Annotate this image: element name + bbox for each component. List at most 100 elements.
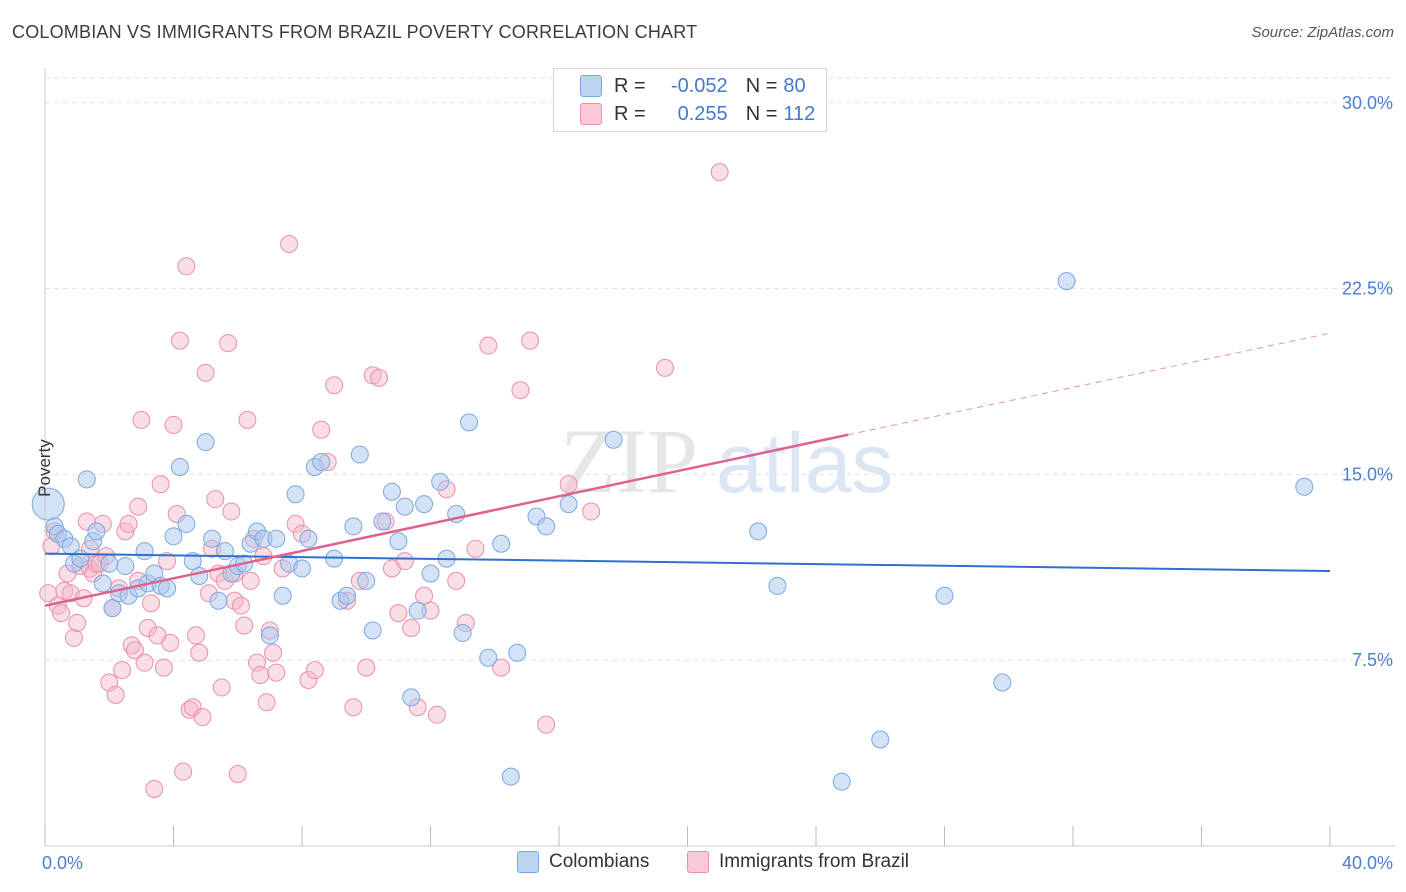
data-point-colombians <box>350 445 369 464</box>
data-point-colombians <box>100 554 119 573</box>
data-point-colombians <box>768 576 787 595</box>
data-point-brazil <box>119 514 138 533</box>
data-point-colombians <box>293 559 311 578</box>
data-point-brazil <box>251 666 270 685</box>
legend-r-value: -0.052 <box>670 74 728 97</box>
data-point-colombians <box>103 599 122 618</box>
data-point-brazil <box>312 420 331 439</box>
data-point-colombians <box>77 470 96 489</box>
legend-n-value: 80 <box>783 74 806 97</box>
data-point-brazil <box>129 497 148 516</box>
data-point-colombians <box>389 532 408 551</box>
data-point-colombians <box>273 586 292 605</box>
data-point-brazil <box>228 765 247 784</box>
data-point-brazil <box>183 698 202 717</box>
data-point-colombians <box>209 591 228 610</box>
data-point-brazil <box>196 363 215 382</box>
data-point-colombians <box>299 529 318 548</box>
data-point-brazil <box>511 381 530 400</box>
watermark-zip: ZIP <box>560 410 698 512</box>
data-point-colombians <box>421 564 440 583</box>
legend-swatch-pink <box>580 103 602 125</box>
bottom-legend-label: Immigrants from Brazil <box>719 851 910 872</box>
data-point-brazil <box>106 685 125 704</box>
legend-stats: R = -0.052 N = 80 R = 0.255 N = 112 <box>553 68 827 132</box>
data-point-colombians <box>508 643 527 662</box>
data-point-brazil <box>559 475 578 494</box>
axes <box>44 68 1395 847</box>
y-axis-label: Poverty <box>34 439 54 497</box>
data-point-brazil <box>154 658 173 677</box>
legend-row-brazil: R = 0.255 N = 112 <box>580 101 815 127</box>
x-tick-label: 40.0% <box>1342 853 1393 873</box>
data-point-brazil <box>235 616 254 635</box>
data-point-colombians <box>344 517 363 536</box>
data-point-colombians <box>170 457 189 476</box>
data-point-colombians <box>158 579 177 598</box>
legend-r-value: 0.255 <box>677 102 728 125</box>
legend-r-label: R = <box>614 74 646 97</box>
watermark-atlas: atlas <box>716 416 893 510</box>
data-point-brazil <box>190 643 209 662</box>
data-point-colombians <box>116 557 135 576</box>
data-point-brazil <box>164 415 183 434</box>
data-point-brazil <box>427 705 446 724</box>
data-point-brazil <box>158 552 177 571</box>
data-point-brazil <box>212 678 231 697</box>
data-point-brazil <box>395 552 414 571</box>
data-point-brazil <box>710 163 729 182</box>
data-point-brazil <box>145 780 164 799</box>
data-point-brazil <box>193 708 212 727</box>
trend-line-colombians <box>44 552 1331 573</box>
data-point-colombians <box>492 534 511 553</box>
data-point-brazil <box>582 502 601 521</box>
data-point-brazil <box>68 614 87 633</box>
data-point-brazil <box>177 257 196 276</box>
data-point-colombians <box>135 542 154 561</box>
data-point-brazil <box>138 618 157 637</box>
data-point-colombians <box>453 623 472 642</box>
bottom-legend-swatch-blue <box>517 851 539 873</box>
data-point-colombians <box>749 522 768 541</box>
data-point-brazil <box>415 586 434 605</box>
data-point-brazil <box>151 475 170 494</box>
data-point-colombians <box>604 430 623 449</box>
data-point-colombians <box>1057 272 1076 291</box>
data-point-colombians <box>382 482 401 501</box>
data-point-brazil <box>537 715 556 734</box>
data-point-colombians <box>260 626 279 645</box>
trend-line-brazil-extension <box>848 332 1331 436</box>
data-point-colombians <box>196 433 215 452</box>
data-point-colombians <box>363 621 382 640</box>
legend-n-label: N = <box>745 74 778 97</box>
data-point-brazil <box>402 618 421 637</box>
data-point-brazil <box>325 376 344 395</box>
data-point-brazil <box>161 633 180 652</box>
data-point-brazil <box>299 671 318 690</box>
data-point-colombians <box>415 495 434 514</box>
bottom-legend-swatch-pink <box>687 851 709 873</box>
bottom-legend-brazil: Immigrants from Brazil <box>687 851 909 873</box>
data-point-brazil <box>370 368 389 387</box>
data-point-colombians <box>431 472 450 491</box>
source-label: Source: ZipAtlas.com <box>1251 24 1394 41</box>
data-point-brazil <box>257 693 276 712</box>
bottom-legend-colombians: Colombians <box>517 851 649 873</box>
x-tick-label: 0.0% <box>42 853 83 873</box>
data-point-brazil <box>492 658 511 677</box>
data-point-colombians <box>183 552 202 571</box>
data-point-brazil <box>479 336 498 355</box>
data-point-brazil <box>142 594 161 613</box>
data-point-brazil <box>447 571 466 590</box>
legend-swatch-blue <box>580 75 602 97</box>
data-point-brazil <box>264 643 283 662</box>
data-point-colombians <box>1295 477 1314 496</box>
data-point-brazil <box>389 604 408 623</box>
data-point-brazil <box>222 502 241 521</box>
data-point-brazil <box>170 331 189 350</box>
data-point-colombians <box>871 730 890 749</box>
data-point-brazil <box>113 661 132 680</box>
data-point-colombians <box>460 413 479 432</box>
data-point-colombians <box>832 772 851 791</box>
